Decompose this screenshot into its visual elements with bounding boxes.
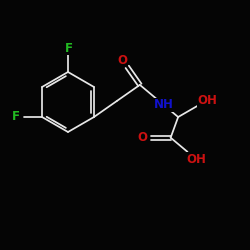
Text: F: F [65, 42, 73, 54]
Text: OH: OH [187, 153, 206, 166]
Text: F: F [12, 110, 20, 124]
Text: NH: NH [154, 98, 174, 111]
Text: O: O [118, 54, 128, 67]
Text: OH: OH [198, 94, 218, 106]
Text: O: O [138, 131, 148, 144]
